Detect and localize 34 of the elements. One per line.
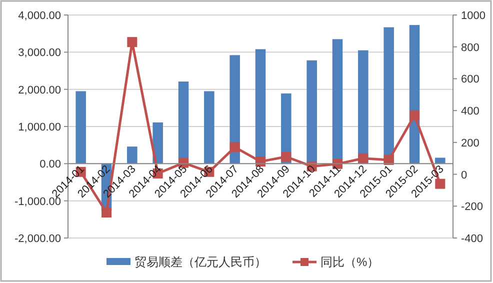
- y-tick-label: 4,000.00: [18, 10, 61, 22]
- point: [102, 208, 112, 218]
- y2-tick-label: 400: [461, 106, 480, 118]
- y-tick-label: 3,000.00: [18, 47, 61, 60]
- bar: [435, 158, 446, 164]
- legend-label: 贸易顺差（亿元人民币）: [134, 255, 266, 269]
- bar: [230, 55, 240, 164]
- bar: [127, 146, 138, 164]
- bar: [409, 25, 420, 164]
- y2-tick-label: -400: [461, 233, 484, 245]
- y-tick-label: 0.00: [40, 158, 61, 171]
- y-tick-label: -1,000.00: [14, 196, 61, 208]
- y2-tick-label: 800: [461, 42, 480, 54]
- point: [410, 110, 420, 120]
- point: [358, 153, 368, 164]
- bar: [384, 27, 394, 164]
- y-tick-label: 2,000.00: [18, 84, 61, 96]
- y2-tick-label: 200: [461, 137, 480, 150]
- bar: [358, 50, 368, 164]
- bar: [306, 60, 317, 164]
- point: [384, 154, 394, 165]
- bar: [76, 91, 86, 164]
- y2-tick-label: 1000: [461, 10, 486, 22]
- point: [281, 152, 292, 162]
- bar: [152, 122, 163, 164]
- point: [230, 142, 240, 152]
- y-tick-label: 1,000.00: [18, 122, 61, 134]
- y-tick-label: -2,000.00: [14, 233, 61, 245]
- y2-tick-label: 0: [461, 169, 468, 182]
- legend-label: 同比（%）: [320, 255, 380, 269]
- point: [127, 37, 138, 48]
- y2-tick-label: -200: [461, 201, 484, 214]
- y2-tick-label: 600: [461, 74, 480, 86]
- bar: [204, 91, 214, 164]
